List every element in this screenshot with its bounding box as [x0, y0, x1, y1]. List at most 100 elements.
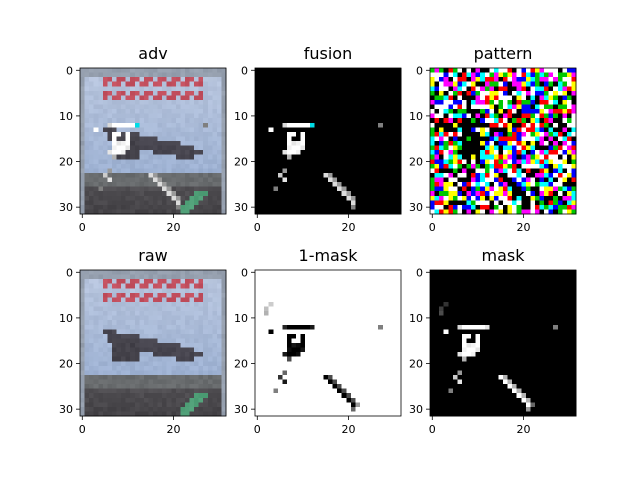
- pixel-cell: [189, 324, 195, 330]
- pixel-cell: [221, 191, 227, 197]
- pixel-cell: [378, 168, 384, 174]
- pixel-cell: [318, 347, 324, 353]
- pixel-cell: [153, 352, 158, 357]
- pixel-cell: [259, 90, 265, 96]
- pixel-cell: [466, 113, 472, 119]
- pixel-cell: [166, 397, 172, 403]
- pixel-cell: [180, 352, 186, 357]
- pixel-cell: [466, 99, 472, 105]
- pixel-cell: [296, 145, 301, 151]
- pixel-cell: [157, 81, 163, 87]
- pixel-cell: [553, 177, 559, 183]
- pixel-cell: [207, 283, 213, 289]
- pixel-cell: [391, 315, 397, 321]
- pixel-cell: [341, 154, 347, 160]
- pixel-cell: [166, 90, 172, 96]
- pixel-cell: [391, 209, 397, 215]
- pixel-cell: [189, 86, 195, 92]
- pixel-cell: [277, 159, 283, 165]
- pixel-cell: [264, 283, 269, 289]
- pixel-cell: [291, 95, 297, 101]
- pixel-cell: [171, 77, 177, 82]
- pixel-cell: [162, 182, 167, 187]
- pixel-cell: [125, 374, 131, 380]
- pixel-cell: [512, 154, 517, 160]
- pixel-cell: [175, 81, 181, 87]
- pixel-cell: [148, 279, 154, 284]
- pixel-cell: [89, 72, 94, 78]
- pixel-cell: [111, 343, 117, 348]
- pixel-cell: [391, 68, 397, 73]
- pixel-cell: [207, 131, 213, 137]
- pixel-cell: [355, 288, 361, 294]
- pixel-cell: [498, 131, 504, 137]
- pixel-cell: [493, 136, 499, 142]
- pixel-cell: [93, 283, 99, 289]
- pixel-cell: [125, 68, 131, 73]
- pixel-cell: [396, 141, 402, 146]
- pixel-cell: [318, 356, 324, 362]
- pixel-cell: [198, 374, 204, 380]
- pixel-cell: [332, 154, 338, 160]
- pixel-cell: [305, 95, 311, 101]
- pixel-cell: [207, 209, 213, 215]
- pixel-cell: [121, 168, 126, 174]
- pixel-cell: [194, 118, 199, 124]
- pixel-cell: [184, 68, 190, 73]
- pixel-cell: [212, 343, 218, 348]
- pixel-cell: [314, 370, 320, 376]
- pixel-cell: [277, 68, 283, 73]
- pixel-cell: [89, 163, 94, 169]
- pixel-cell: [341, 379, 347, 385]
- pixel-cell: [309, 324, 315, 330]
- pixel-cell: [391, 136, 397, 142]
- pixel-cell: [341, 86, 347, 92]
- pixel-cell: [355, 122, 361, 128]
- pixel-cell: [544, 99, 549, 105]
- pixel-cell: [175, 292, 181, 298]
- pixel-cell: [255, 200, 260, 206]
- pixel-cell: [277, 95, 283, 101]
- pixel-cell: [493, 104, 499, 110]
- pixel-cell: [175, 338, 181, 344]
- pixel-cell: [448, 204, 454, 210]
- pixel-cell: [268, 374, 274, 380]
- pixel-cell: [373, 200, 379, 206]
- pixel-cell: [171, 379, 177, 385]
- pixel-cell: [277, 154, 283, 160]
- pixel-cell: [318, 77, 324, 82]
- pixel-cell: [471, 90, 476, 96]
- pixel-cell: [89, 168, 94, 174]
- pixel-cell: [364, 113, 370, 119]
- pixel-cell: [364, 95, 370, 101]
- pixel-cell: [84, 122, 90, 128]
- pixel-cell: [471, 209, 476, 215]
- pixel-cell: [566, 150, 572, 155]
- pixel-cell: [268, 379, 274, 385]
- pixel-cell: [498, 127, 504, 133]
- pixel-cell: [350, 81, 356, 87]
- pixel-cell: [264, 104, 269, 110]
- pixel-cell: [98, 77, 104, 82]
- pixel-cell: [314, 104, 320, 110]
- pixel-cell: [369, 200, 374, 206]
- pixel-cell: [480, 168, 486, 174]
- pixel-cell: [111, 333, 117, 339]
- pixel-cell: [439, 90, 444, 96]
- pixel-cell: [475, 145, 481, 151]
- pixel-cell: [539, 131, 545, 137]
- pixel-cell: [134, 338, 140, 344]
- pixel-cell: [350, 338, 356, 344]
- pixel-cell: [162, 81, 167, 87]
- pixel-cell: [216, 306, 222, 312]
- pixel-cell: [323, 311, 329, 316]
- pixel-cell: [350, 172, 356, 178]
- pixel-cell: [125, 182, 131, 187]
- pixel-cell: [216, 274, 222, 280]
- pixel-cell: [525, 150, 531, 155]
- pixel-cell: [373, 370, 379, 376]
- pixel-cell: [434, 204, 440, 210]
- pixel-cell: [207, 159, 213, 165]
- pixel-cell: [189, 288, 195, 294]
- pixel-cell: [162, 301, 167, 307]
